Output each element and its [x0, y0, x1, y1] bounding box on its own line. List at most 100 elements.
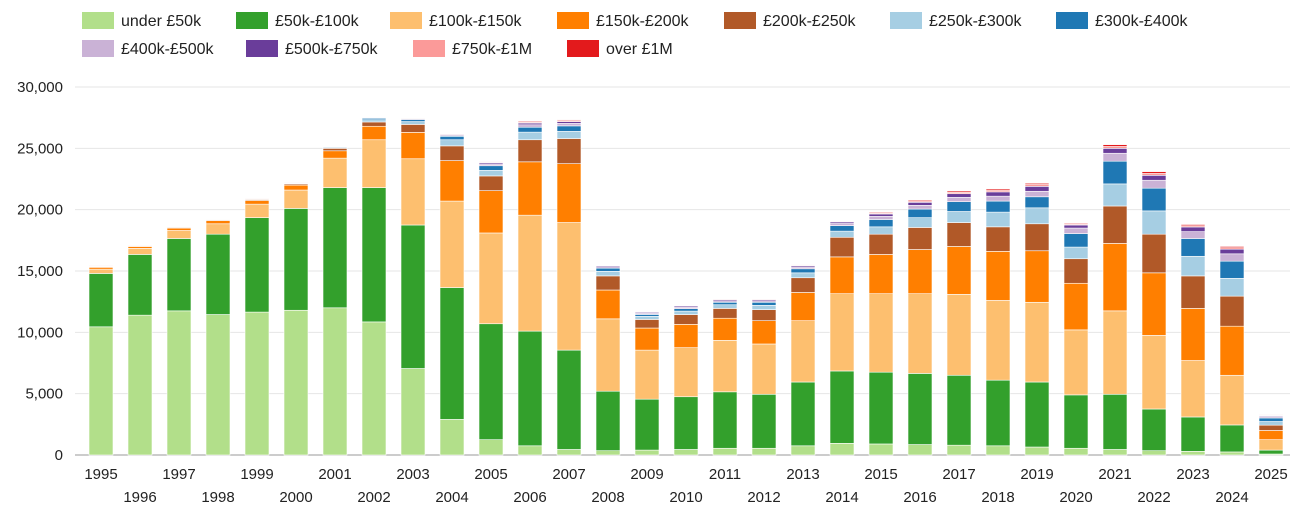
bar-segment-2022-250k-300k: 2022 £250k-£300k: 1900 — [1141, 210, 1167, 235]
x-tick-label: 2013 — [786, 466, 819, 483]
bar-segment-2014-100k-150k: 2014 £100k-£150k: 6300 — [829, 293, 855, 372]
bar-segment-2020-150k-200k: 2020 £150k-£200k: 3800 — [1063, 282, 1089, 331]
bar-segment-2005-250k-300k: 2005 £250k-£300k: 450 — [478, 170, 504, 177]
bar-segment-2021-under-50k: 2021 under £50k: 450 — [1102, 449, 1128, 456]
legend-item-150k-200k[interactable]: £150k-£200k — [557, 12, 690, 30]
bar-segment-1998-over-1m: 1998 over £1M: 5 — [205, 218, 231, 220]
legend-item-300k-400k[interactable]: £300k-£400k — [1056, 12, 1189, 30]
bar-segment-2006-300k-400k: 2006 £300k-£400k: 400 — [517, 126, 543, 133]
bar-stack-1999: 1999 under £50k: 116501999 £50k-£100k: 7… — [244, 197, 270, 456]
bar-stack-2006: 2006 under £50k: 7502006 £50k-£100k: 935… — [517, 121, 543, 456]
legend-item-750k-1m[interactable]: £750k-£1M — [413, 40, 532, 58]
bar-segment-2018-500k-750k: 2018 £500k-£750k: 350 — [985, 191, 1011, 197]
bar-segment-2016-under-50k: 2016 under £50k: 850 — [907, 444, 933, 456]
bar-segment-2001-over-1m: 2001 over £1M: 10 — [322, 145, 348, 147]
bar-segment-2022-200k-250k: 2022 £200k-£250k: 3150 — [1141, 233, 1167, 274]
bar-segment-2002-over-1m: 2002 over £1M: 20 — [361, 116, 387, 118]
x-axis: 1995 1996 1997 1998 1999 2000 2001 2002 2003 2004… — [84, 466, 1287, 506]
bar-segment-2020-500k-750k: 2020 £500k-£750k: 250 — [1063, 224, 1089, 229]
bar-segment-2014-over-1m: 2014 over £1M: 50 — [829, 220, 855, 222]
bar-segment-2012-200k-250k: 2012 £200k-£250k: 900 — [751, 309, 777, 321]
bar-segment-2000-50k-100k: 2000 £50k-£100k: 8300 — [283, 208, 309, 311]
bar-stack-2013: 2013 under £50k: 7502013 £50k-£100k: 520… — [790, 264, 816, 456]
x-tick-label: 2009 — [630, 466, 663, 483]
bar-stack-2015: 2015 under £50k: 9002015 £50k-£100k: 585… — [868, 211, 894, 456]
bar-segment-1999-over-1m: 1999 over £1M: 5 — [244, 197, 270, 199]
bar-segment-2006-150k-200k: 2006 £150k-£200k: 4350 — [517, 161, 543, 216]
bar-segment-2011-200k-250k: 2011 £200k-£250k: 800 — [712, 308, 738, 319]
bar-segment-2022-under-50k: 2022 under £50k: 350 — [1141, 450, 1167, 456]
bar-segment-1995-100k-150k: 1995 £100k-£150k: 350 — [88, 268, 114, 274]
bar-segment-2002-under-50k: 2002 under £50k: 10850 — [361, 321, 387, 456]
legend-item-over-1m[interactable]: over £1M — [567, 40, 673, 58]
legend-item-400k-500k[interactable]: £400k-£500k — [82, 40, 215, 58]
legend-item-50k-100k[interactable]: £50k-£100k — [236, 12, 360, 30]
bar-segment-2017-50k-100k: 2017 £50k-£100k: 5700 — [946, 374, 972, 446]
bar-segment-2023-over-1m: 2023 over £1M: 100 — [1180, 224, 1206, 227]
bar-segment-2019-500k-750k: 2019 £500k-£750k: 400 — [1024, 186, 1050, 192]
bar-segment-1996-under-50k: 1996 under £50k: 11400 — [127, 314, 153, 456]
x-tick-label: 2018 — [981, 489, 1014, 506]
bar-segment-2023-200k-250k: 2023 £200k-£250k: 2650 — [1180, 275, 1206, 309]
bar-segment-2003-50k-100k: 2003 £50k-£100k: 11700 — [400, 224, 426, 369]
x-tick-label: 1998 — [201, 489, 234, 506]
bar-segment-2017-300k-400k: 2017 £300k-£400k: 800 — [946, 201, 972, 212]
y-tick-label: 20,000 — [17, 202, 63, 219]
x-tick-label: 2001 — [318, 466, 351, 483]
bar-segment-2019-50k-100k: 2019 £50k-£100k: 5300 — [1024, 381, 1050, 448]
legend-swatch — [236, 12, 268, 29]
x-tick-label: 2017 — [942, 466, 975, 483]
bar-stack-2016: 2016 under £50k: 8502016 £50k-£100k: 580… — [907, 199, 933, 456]
bar-segment-2012-300k-400k: 2012 £300k-£400k: 250 — [751, 301, 777, 306]
bar-segment-2022-50k-100k: 2022 £50k-£100k: 3400 — [1141, 408, 1167, 452]
bar-segment-2001-150k-200k: 2001 £150k-£200k: 600 — [322, 150, 348, 159]
bar-segment-2003-150k-200k: 2003 £150k-£200k: 2150 — [400, 132, 426, 160]
bar-segment-2005-50k-100k: 2005 £50k-£100k: 9450 — [478, 323, 504, 440]
bar-segment-2013-300k-400k: 2013 £300k-£400k: 330 — [790, 268, 816, 274]
bar-segment-2025-100k-150k: 2025 £100k-£150k: 850 — [1258, 439, 1284, 451]
bar-segment-2007-200k-250k: 2007 £200k-£250k: 2050 — [556, 138, 582, 164]
bar-segment-2023-500k-750k: 2023 £500k-£750k: 380 — [1180, 226, 1206, 232]
bar-segment-2004-300k-400k: 2004 £300k-£400k: 280 — [439, 136, 465, 141]
bar-segment-2020-400k-500k: 2020 £400k-£500k: 450 — [1063, 227, 1089, 234]
bar-segment-2004-over-1m: 2004 over £1M: 30 — [439, 133, 465, 135]
bar-stack-2001: 2001 under £50k: 120002001 £50k-£100k: 9… — [322, 145, 348, 456]
legend-item-500k-750k[interactable]: £500k-£750k — [246, 40, 379, 58]
bar-segment-2021-100k-150k: 2021 £100k-£150k: 6800 — [1102, 310, 1128, 395]
legend-item-100k-150k[interactable]: £100k-£150k — [390, 12, 523, 30]
bar-segment-2003-over-1m: 2003 over £1M: 20 — [400, 117, 426, 119]
bar-segment-2024-300k-400k: 2024 £300k-£400k: 1400 — [1219, 260, 1245, 279]
bar-segment-2016-100k-150k: 2016 £100k-£150k: 6500 — [907, 293, 933, 374]
bar-segment-2005-150k-200k: 2005 £150k-£200k: 3450 — [478, 190, 504, 234]
bar-segment-2009-50k-100k: 2009 £50k-£100k: 4150 — [634, 398, 660, 451]
bar-segment-2021-200k-250k: 2021 £200k-£250k: 3050 — [1102, 205, 1128, 244]
legend-swatch — [246, 40, 278, 57]
bar-segment-2002-100k-150k: 2002 £100k-£150k: 3900 — [361, 139, 387, 188]
bar-segment-2015-50k-100k: 2015 £50k-£100k: 5850 — [868, 371, 894, 445]
bar-segment-1997-over-1m: 1997 over £1M: 5 — [166, 225, 192, 228]
legend-swatch — [890, 12, 922, 29]
bar-segment-2015-under-50k: 2015 under £50k: 900 — [868, 443, 894, 456]
bar-segment-2003-under-50k: 2003 under £50k: 7050 — [400, 368, 426, 456]
bar-stack-2025: 2025 under £50k: 802025 £50k-£100k: 3202… — [1258, 414, 1284, 456]
bar-segment-2019-100k-150k: 2019 £100k-£150k: 6500 — [1024, 301, 1050, 383]
bar-segment-2000-under-50k: 2000 under £50k: 11800 — [283, 309, 309, 456]
x-tick-label: 2021 — [1098, 466, 1131, 483]
bar-segment-2011-300k-400k: 2011 £300k-£400k: 200 — [712, 301, 738, 306]
legend-item-under-50k[interactable]: under £50k — [82, 12, 202, 30]
bar-segment-2024-400k-500k: 2024 £400k-£500k: 600 — [1219, 253, 1245, 262]
bar-segment-2014-50k-100k: 2014 £50k-£100k: 5900 — [829, 370, 855, 444]
bar-segment-2007-under-50k: 2007 under £50k: 450 — [556, 449, 582, 456]
legend-item-200k-250k[interactable]: £200k-£250k — [724, 12, 857, 30]
legend-item-250k-300k[interactable]: £250k-£300k — [890, 12, 1023, 30]
bar-segment-2019-300k-400k: 2019 £300k-£400k: 900 — [1024, 196, 1050, 209]
bar-segment-2017-150k-200k: 2017 £150k-£200k: 3900 — [946, 246, 972, 295]
bar-segment-2015-over-1m: 2015 over £1M: 70 — [868, 211, 894, 214]
